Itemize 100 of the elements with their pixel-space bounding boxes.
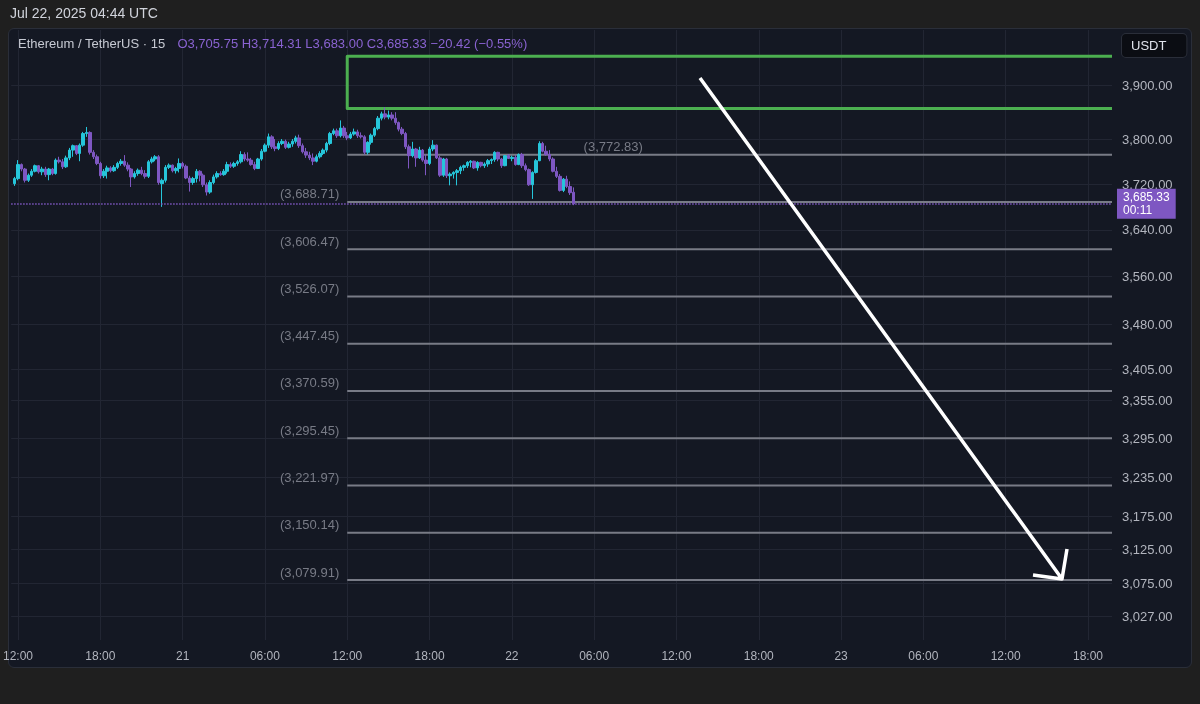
candlestick — [208, 179, 212, 195]
candlestick — [503, 154, 507, 167]
candlestick — [356, 129, 359, 139]
candlestick — [229, 161, 232, 169]
candlestick — [277, 140, 280, 151]
series-label: (3,079.91) — [279, 564, 340, 580]
y-axis-title: USDT — [1131, 38, 1167, 53]
candlestick — [51, 167, 54, 176]
candlestick — [133, 170, 136, 180]
candlestick — [483, 161, 486, 169]
y-tick-label: 3,720.00 — [1122, 176, 1173, 192]
candlestick — [472, 160, 476, 170]
x-tick-label: 18:00 — [414, 649, 445, 663]
candlestick — [140, 166, 143, 176]
candlestick — [147, 159, 150, 179]
candlestick — [23, 167, 27, 184]
y-tick-label: 3,125.00 — [1122, 542, 1173, 558]
candlestick — [40, 166, 44, 176]
candlestick — [105, 165, 109, 180]
x-tick-label: 06:00 — [249, 649, 281, 663]
candlestick — [418, 146, 421, 160]
series-label: (3,606.47) — [279, 233, 340, 249]
x-tick-label: 12:00 — [3, 649, 34, 663]
series-label: (3,447.45) — [279, 328, 340, 344]
candlestick — [102, 168, 106, 179]
candlestick — [30, 168, 33, 178]
candlestick — [246, 151, 250, 163]
candlestick — [387, 110, 390, 120]
candlestick — [318, 150, 322, 159]
candlestick — [527, 167, 531, 187]
x-tick-label: 12:00 — [990, 649, 1022, 663]
candlestick — [143, 169, 147, 180]
candlestick — [136, 167, 140, 177]
candlestick — [215, 170, 219, 180]
candlestick — [493, 150, 496, 163]
candlestick — [37, 164, 40, 175]
candlestick — [414, 147, 418, 168]
y-tick-label: 3,800.00 — [1122, 132, 1173, 148]
candlestick — [116, 161, 119, 170]
candlestick — [270, 134, 274, 150]
candlestick — [232, 161, 236, 169]
y-tick-label: 3,900.00 — [1122, 77, 1173, 93]
candlestick — [112, 164, 116, 173]
text: O3,705.75 H3,714.31 L3,683.00 C3,685.33 −20.42 (−0.55%) — [177, 36, 528, 51]
candlestick — [411, 141, 414, 158]
candlestick — [311, 152, 315, 166]
x-tick-label: 23 — [834, 649, 849, 663]
candlestick — [510, 155, 514, 162]
y-tick-label: 3,480.00 — [1122, 316, 1173, 332]
candlestick — [479, 161, 483, 168]
candlestick — [243, 151, 246, 162]
candlestick — [562, 177, 565, 193]
y-tick-label: 3,295.00 — [1122, 431, 1173, 446]
candlestick — [544, 145, 548, 157]
candlestick — [363, 134, 366, 156]
candlestick — [466, 160, 469, 169]
candlestick — [195, 168, 198, 184]
candlestick — [335, 128, 339, 139]
series-label: (3,221.97) — [279, 469, 340, 485]
candlestick — [157, 154, 160, 186]
candlestick — [349, 131, 352, 140]
candlestick — [119, 158, 123, 167]
candlestick — [284, 139, 287, 150]
candlestick — [507, 153, 510, 160]
ref-line-label: 3,685.33 00:11 — [1123, 190, 1171, 218]
candlestick — [315, 154, 318, 163]
candlestick — [294, 135, 298, 144]
candlestick — [442, 157, 445, 178]
text: Jul 22, 2025 04:44 UTC — [10, 5, 158, 21]
candlestick — [88, 130, 92, 156]
candlestick — [71, 144, 75, 158]
candlestick — [177, 157, 181, 173]
series-label: (3,688.71) — [279, 186, 340, 202]
x-tick-label: 12:00 — [661, 649, 692, 663]
candlestick — [239, 150, 243, 164]
candlestick — [339, 119, 342, 138]
candlestick — [291, 138, 294, 148]
y-tick-label: 3,235.00 — [1122, 469, 1173, 485]
candlestick — [54, 157, 57, 176]
x-tick-label: 21 — [175, 649, 190, 663]
x-tick-label: 18:00 — [1072, 649, 1104, 663]
candlestick — [304, 147, 308, 159]
candlestick — [520, 152, 524, 169]
candlestick — [517, 152, 520, 166]
candlestick — [219, 170, 222, 177]
candlestick — [308, 151, 311, 161]
candlestick — [253, 161, 256, 171]
candlestick — [352, 128, 356, 137]
candlestick — [469, 159, 472, 168]
y-tick-label: 3,405.00 — [1122, 362, 1173, 378]
candlestick — [297, 134, 301, 149]
x-tick-label: 06:00 — [579, 649, 610, 663]
candlestick — [342, 125, 346, 139]
text: Ethereum / TetherUS · 15 — [18, 36, 166, 51]
candlestick — [455, 168, 459, 186]
candlestick — [280, 138, 284, 146]
y-tick-label: 3,027.00 — [1122, 608, 1173, 624]
candlestick — [514, 154, 517, 167]
candlestick — [33, 164, 37, 173]
y-tick-label: 3,175.00 — [1122, 508, 1173, 524]
